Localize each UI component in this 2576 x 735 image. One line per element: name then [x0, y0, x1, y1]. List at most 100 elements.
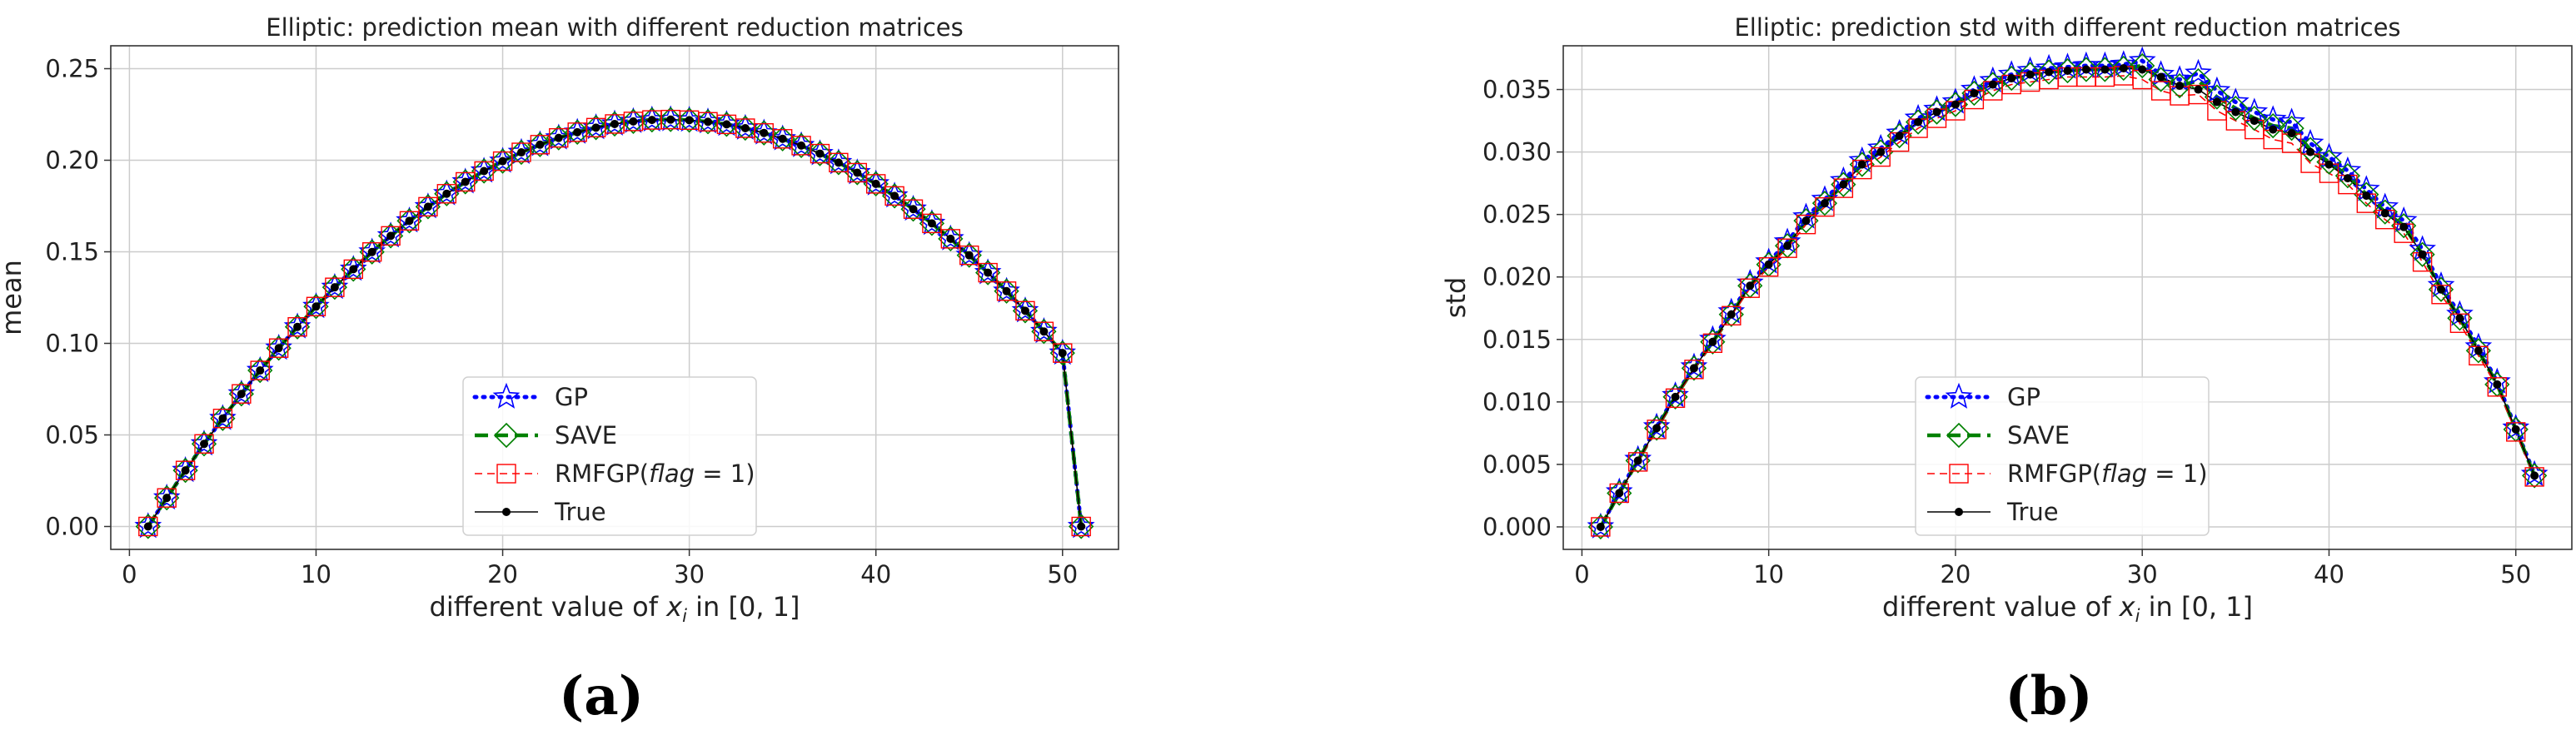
save-diamond-marker [1831, 171, 1856, 197]
grid [111, 46, 1119, 549]
rmfgp-square-marker [922, 213, 942, 234]
save-diamond-marker [900, 196, 926, 222]
true-dot-marker [1596, 522, 1605, 531]
y-tick-label: 0.015 [1482, 325, 1552, 354]
gp-star-marker [1945, 382, 1973, 409]
rmfgp-square-marker [1949, 464, 1969, 484]
save-diamond-marker [359, 239, 385, 265]
true-dot-marker [1077, 522, 1086, 531]
rmfgp-square-marker [399, 211, 420, 231]
true-dot-marker [722, 120, 731, 129]
true-dot-marker [405, 216, 414, 226]
rmfgp-square-marker [866, 174, 886, 194]
y-tick-label: 0.025 [1482, 201, 1552, 229]
true-dot-marker [1615, 489, 1624, 498]
gp-star-marker [2222, 87, 2250, 114]
rmfgp-square-marker [940, 229, 961, 249]
save-diamond-marker [975, 260, 1001, 286]
save-diamond-marker [1946, 422, 1972, 449]
true-dot-marker [442, 189, 451, 198]
true-dot-marker [778, 134, 787, 143]
true-dot-marker [1633, 456, 1642, 465]
true-dot-marker [964, 251, 974, 260]
save-diamond-marker [377, 223, 404, 249]
true-dot-marker [1988, 80, 1997, 89]
rmfgp-square-marker [1796, 214, 1816, 235]
true-dot-marker [536, 140, 545, 149]
save-diamond-marker [1961, 80, 1987, 107]
true-dot-marker [666, 115, 675, 124]
save-diamond-marker [2241, 105, 2267, 132]
save-diamond-marker [1069, 514, 1094, 539]
true-dot-marker [815, 149, 825, 158]
save-diamond-marker [154, 485, 180, 511]
true-dot-marker [2007, 74, 2016, 83]
save-diamond-marker [2391, 213, 2417, 239]
panel-caption: (a) [559, 665, 644, 728]
y-tick-label: 0.030 [1482, 138, 1552, 166]
x-axis-label-var: x [2119, 591, 2136, 623]
rmfgp-square-marker [175, 460, 196, 480]
save-diamond-marker [2035, 59, 2062, 85]
save-diamond-marker [321, 275, 348, 300]
true-dot-marker [1708, 337, 1717, 346]
save-diamond-marker [1587, 514, 1613, 540]
save-diamond-marker [1700, 329, 1726, 355]
true-dot-marker [853, 168, 862, 177]
true-dot-marker [2063, 67, 2072, 76]
chart-panel-a: 0 10 20 30 40 50 0.00 0.05 0.10 0.15 0.20 0.25 Ellip… [0, 13, 1119, 728]
rmfgp-square-marker [1647, 420, 1667, 440]
save-diamond-marker [881, 183, 908, 209]
rmfgp-square-marker [1628, 452, 1648, 472]
save-diamond-marker [676, 107, 702, 133]
rmfgp-square-marker [138, 516, 158, 537]
x-tick-label: 50 [1047, 560, 1078, 588]
save-diamond-marker [471, 158, 497, 184]
chart-title: Elliptic: prediction std with different … [1734, 13, 2400, 42]
legend: GP SAVE RMFGP(flag = 1) True [462, 376, 757, 536]
rmfgp-square-marker [1740, 278, 1760, 298]
y-tick-label: 0.15 [45, 238, 99, 266]
save-diamond-marker [751, 120, 777, 146]
true-dot-marker [1955, 508, 1963, 516]
y-tick-label: 0.20 [45, 147, 99, 175]
rmfgp-square-marker [1833, 178, 1854, 198]
gp-star-marker [2185, 58, 2212, 85]
y-tick-label: 0.05 [45, 421, 99, 449]
true-dot-marker [2156, 72, 2165, 82]
true-dot-marker [2474, 346, 2483, 355]
save-diamond-marker [2297, 137, 2324, 162]
true-dot-marker [1671, 392, 1680, 401]
y-tick-label: 0.10 [45, 330, 99, 358]
plot-frame [1562, 45, 2573, 550]
chart-panel-b: 0 10 20 30 40 50 0.000 0.005 0.010 0.015 0.020 0.02… [1440, 13, 2573, 728]
true-dot-marker [685, 116, 694, 125]
x-axis-label-prefix: different value of [1882, 591, 2120, 623]
rmfgp-square-marker [1591, 517, 1611, 537]
true-dot-marker [1746, 281, 1755, 291]
save-diamond-marker [2092, 57, 2118, 82]
rmfgp-square-marker [232, 384, 252, 404]
x-tick-label: 0 [1574, 560, 1589, 588]
rmfgp-square-marker [362, 242, 382, 262]
true-dot-marker [2380, 209, 2389, 218]
series-markers-rmfgp [138, 109, 1091, 537]
true-dot-marker [1970, 89, 1979, 98]
y-tick-label: 0.25 [45, 55, 99, 83]
save-diamond-marker [825, 150, 852, 176]
save-diamond-marker [2148, 67, 2174, 92]
save-diamond-marker [266, 335, 291, 361]
rmfgp-square-marker [343, 259, 363, 280]
save-diamond-marker [2354, 181, 2379, 207]
true-dot-marker [629, 117, 638, 126]
save-diamond-marker [956, 242, 982, 268]
save-diamond-marker [1924, 99, 1950, 125]
rmfgp-square-marker [496, 464, 516, 484]
save-diamond-marker [191, 431, 217, 457]
rmfgp-square-marker [1609, 483, 1629, 504]
rmfgp-square-marker [959, 245, 979, 266]
true-dot-marker [1002, 286, 1011, 295]
true-dot-marker [927, 219, 936, 228]
true-dot-marker [2437, 285, 2446, 294]
